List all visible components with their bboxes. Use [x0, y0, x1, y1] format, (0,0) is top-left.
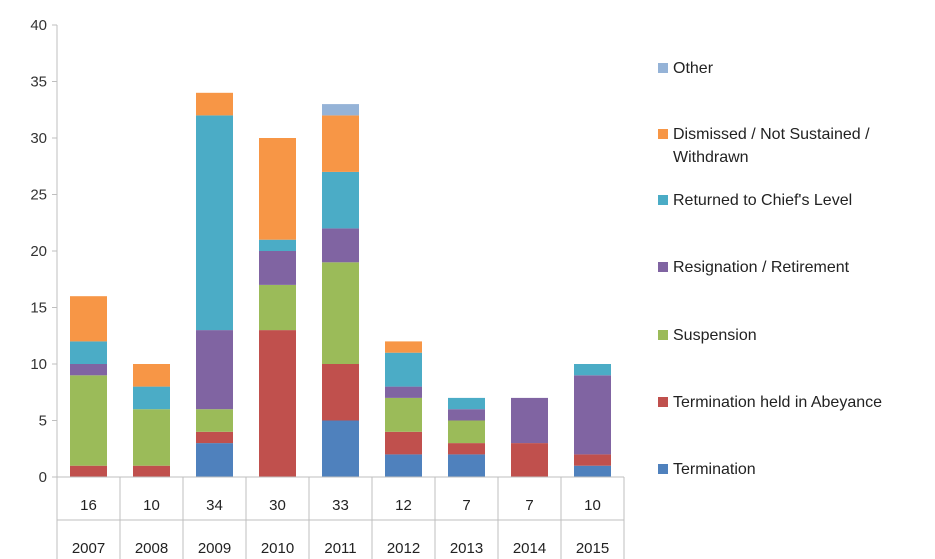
bar-segment-2007-1 — [70, 465, 107, 477]
category-table: 16 2007 10 2008 34 2009 30 2010 33 2011 12 2012 7 201… — [56, 477, 625, 559]
bar-segment-2011-0 — [322, 420, 359, 477]
bar-segment-2012-2 — [385, 397, 422, 432]
bar-segment-2009-4 — [196, 115, 233, 331]
total-label-2010: 30 — [269, 497, 286, 514]
bar-segment-2009-2 — [196, 409, 233, 432]
bar-segment-2013-0 — [448, 454, 485, 477]
bar-segment-2010-3 — [259, 251, 296, 285]
legend-item-3: Resignation / Retirement — [658, 259, 850, 276]
bar-segment-2011-4 — [322, 171, 359, 229]
legend-item-5: Dismissed / Not Sustained / Withdrawn — [658, 126, 870, 166]
category-label-2015: 2015 — [576, 540, 609, 557]
legend-label: Resignation / Retirement — [673, 259, 850, 276]
bar-segment-2008-1 — [133, 465, 170, 477]
y-tick-label: 25 — [30, 187, 47, 204]
y-tick-label: 5 — [39, 413, 47, 430]
category-label-2011: 2011 — [324, 540, 356, 557]
bar-segment-2007-2 — [70, 375, 107, 466]
bar-segment-2010-5 — [259, 138, 296, 240]
y-tick-label: 10 — [30, 356, 47, 373]
legend-label: Other — [673, 60, 714, 77]
bar-segment-2008-5 — [133, 364, 170, 387]
total-label-2009: 34 — [206, 497, 223, 514]
legend: Other Dismissed / Not Sustained / Withdraw… — [658, 60, 882, 478]
category-label-2009: 2009 — [198, 540, 231, 557]
bar-segment-2011-2 — [322, 262, 359, 364]
total-label-2013: 7 — [462, 497, 470, 514]
legend-label: Suspension — [673, 327, 757, 344]
bars — [57, 92, 624, 478]
y-tick-label: 35 — [30, 74, 47, 91]
bar-segment-2015-4 — [574, 364, 611, 376]
bar-segment-2011-5 — [322, 115, 359, 172]
category-label-2008: 2008 — [135, 540, 168, 557]
total-label-2008: 10 — [143, 497, 160, 514]
bar-segment-2007-3 — [70, 364, 107, 376]
bar-segment-2012-5 — [385, 341, 422, 353]
legend-item-4: Returned to Chief's Level — [658, 192, 852, 209]
total-label-2011: 33 — [332, 497, 349, 514]
bar-segment-2012-4 — [385, 352, 422, 387]
category-label-2013: 2013 — [450, 540, 483, 557]
bar-segment-2010-1 — [259, 330, 296, 477]
bar-segment-2010-2 — [259, 284, 296, 331]
bar-segment-2015-1 — [574, 454, 611, 466]
bar-segment-2011-3 — [322, 228, 359, 263]
legend-label: Termination — [673, 461, 756, 478]
category-label-2014: 2014 — [513, 540, 546, 557]
legend-label: Returned to Chief's Level — [673, 192, 852, 209]
bar-segment-2013-2 — [448, 420, 485, 444]
total-label-2007: 16 — [80, 497, 97, 514]
total-label-2012: 12 — [395, 497, 412, 514]
bar-segment-2014-1 — [511, 443, 548, 477]
bar-segment-2012-1 — [385, 431, 422, 455]
bar-segment-2015-3 — [574, 375, 611, 455]
bar-segment-2010-4 — [259, 239, 296, 251]
category-label-2010: 2010 — [261, 540, 294, 557]
bar-segment-2013-4 — [448, 397, 485, 410]
legend-swatch — [658, 397, 668, 407]
y-tick-label: 30 — [30, 130, 47, 147]
legend-swatch — [658, 262, 668, 272]
legend-swatch — [658, 464, 668, 474]
y-axis: 0 5 10 15 20 25 30 35 40 — [30, 17, 58, 486]
y-tick-label: 0 — [39, 469, 47, 486]
y-tick-label: 20 — [30, 243, 47, 260]
y-tick-label: 15 — [30, 300, 47, 317]
legend-item-0: Termination — [658, 461, 756, 478]
legend-swatch — [658, 129, 668, 139]
bar-segment-2007-4 — [70, 341, 107, 364]
legend-item-2: Suspension — [658, 327, 757, 344]
y-tick-label: 40 — [30, 17, 47, 34]
total-label-2014: 7 — [525, 497, 533, 514]
bar-segment-2015-0 — [574, 465, 611, 477]
bar-segment-2013-3 — [448, 409, 485, 421]
bar-segment-2013-1 — [448, 443, 485, 455]
legend-swatch — [658, 330, 668, 340]
bar-segment-2008-2 — [133, 409, 170, 466]
legend-swatch — [658, 195, 668, 205]
category-label-2012: 2012 — [387, 540, 420, 557]
legend-swatch — [658, 63, 668, 73]
bar-segment-2011-6 — [322, 104, 359, 116]
legend-label: Termination held in Abeyance — [673, 394, 882, 411]
bar-segment-2009-5 — [196, 92, 233, 116]
legend-item-1: Termination held in Abeyance — [658, 394, 882, 411]
bar-segment-2009-1 — [196, 431, 233, 444]
bar-segment-2014-3 — [511, 397, 548, 444]
bar-segment-2009-0 — [196, 443, 233, 477]
bar-segment-2011-1 — [322, 364, 359, 421]
category-label-2007: 2007 — [72, 540, 105, 557]
bar-segment-2007-5 — [70, 296, 107, 342]
legend-item-6: Other — [658, 60, 714, 77]
bar-segment-2012-0 — [385, 454, 422, 477]
bar-segment-2008-4 — [133, 386, 170, 410]
bar-segment-2009-3 — [196, 330, 233, 410]
legend-label-wrapped: Dismissed / Not Sustained / Withdrawn — [673, 126, 870, 166]
bar-segment-2012-3 — [385, 386, 422, 398]
total-label-2015: 10 — [584, 497, 601, 514]
